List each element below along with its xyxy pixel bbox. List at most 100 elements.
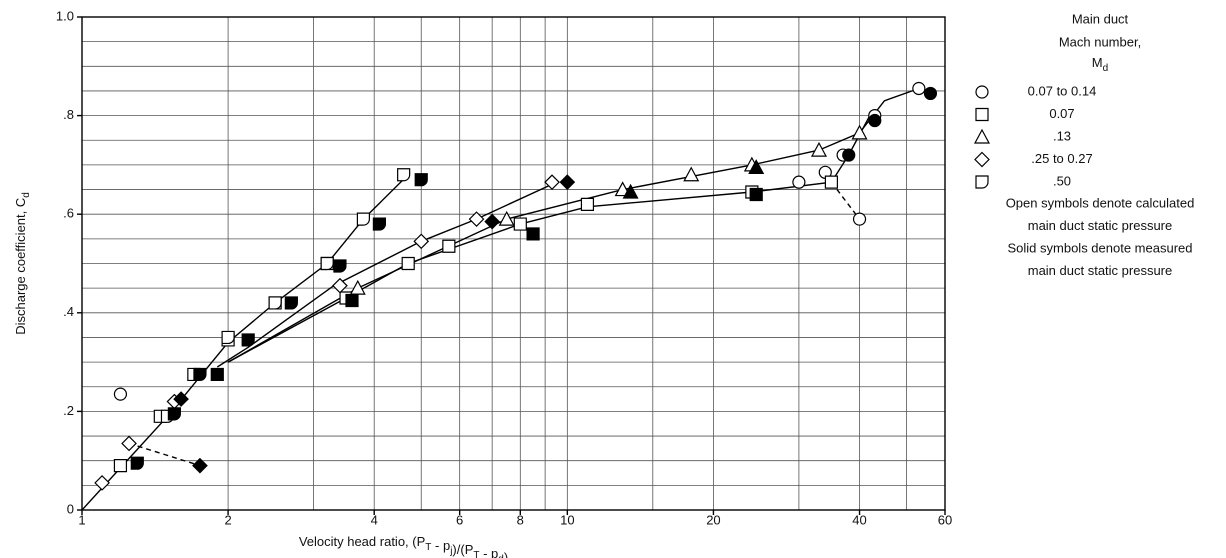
legend-title: Main duct bbox=[1072, 11, 1129, 26]
text-part: M bbox=[1092, 55, 1103, 70]
data-point bbox=[345, 293, 359, 308]
data-point bbox=[683, 166, 700, 182]
data-point bbox=[349, 279, 366, 295]
x-tick-label: 60 bbox=[938, 512, 952, 527]
text-part: Velocity head ratio, (P bbox=[299, 534, 425, 549]
subscript: T bbox=[473, 550, 479, 558]
subscript: d bbox=[498, 554, 504, 558]
data-point bbox=[748, 159, 765, 174]
legend-label: 0.07 bbox=[1049, 106, 1074, 121]
data-point bbox=[268, 296, 282, 310]
data-point bbox=[332, 277, 348, 294]
x-tick-label: 4 bbox=[371, 512, 378, 527]
data-point bbox=[580, 197, 595, 211]
legend-symbol bbox=[975, 107, 989, 122]
data-point bbox=[401, 256, 415, 271]
text-part: - p bbox=[431, 538, 450, 553]
legend-note: main duct static pressure bbox=[1028, 263, 1173, 278]
legend-label: .13 bbox=[1053, 128, 1071, 143]
text-part: )/(P bbox=[452, 542, 473, 557]
y-tick-label: .8 bbox=[63, 107, 74, 122]
data-point bbox=[749, 187, 763, 202]
data-point bbox=[167, 407, 181, 421]
data-point bbox=[284, 296, 298, 310]
data-point bbox=[842, 148, 856, 162]
y-tick-label: .4 bbox=[63, 304, 74, 319]
data-point bbox=[372, 217, 387, 231]
x-tick-label: 1 bbox=[78, 512, 85, 527]
data-point bbox=[320, 256, 334, 271]
legend-title: Md bbox=[1092, 55, 1108, 73]
data-point bbox=[498, 210, 515, 226]
data-point bbox=[468, 211, 485, 227]
y-tick-label: 1.0 bbox=[56, 8, 74, 23]
data-point bbox=[544, 174, 560, 191]
data-point bbox=[333, 259, 347, 273]
x-axis-label: Velocity head ratio, (PT - pj)/(PT - pd) bbox=[299, 534, 508, 558]
text-part: - p bbox=[479, 546, 498, 558]
fairing-curve bbox=[128, 442, 201, 467]
data-point bbox=[852, 212, 867, 226]
legend-symbol bbox=[973, 128, 991, 144]
fairing-curve bbox=[216, 181, 557, 368]
subscript: T bbox=[425, 542, 431, 553]
data-point bbox=[130, 456, 144, 470]
legend-symbol bbox=[975, 85, 989, 99]
data-point bbox=[413, 233, 430, 250]
text-part: Discharge coefficient, C bbox=[13, 198, 28, 335]
y-tick-label: .2 bbox=[63, 403, 74, 418]
plot-frame bbox=[81, 16, 946, 511]
text-part: ) bbox=[504, 550, 508, 558]
legend-symbol bbox=[974, 151, 990, 168]
data-point bbox=[442, 239, 456, 253]
data-point bbox=[868, 113, 882, 128]
legend-label: .50 bbox=[1053, 173, 1071, 188]
x-tick-label: 20 bbox=[706, 512, 720, 527]
x-tick-label: 6 bbox=[456, 512, 463, 527]
data-point bbox=[193, 367, 207, 382]
data-point bbox=[513, 217, 527, 231]
data-point bbox=[121, 435, 137, 452]
data-point bbox=[356, 212, 370, 226]
subscript: d bbox=[1103, 63, 1109, 74]
data-point bbox=[397, 168, 411, 182]
y-tick-label: .6 bbox=[63, 206, 74, 221]
y-axis-label: Discharge coefficient, Cd bbox=[13, 192, 31, 335]
data-point bbox=[923, 86, 938, 101]
x-tick-label: 8 bbox=[517, 512, 524, 527]
data-point bbox=[94, 475, 110, 491]
fairing-curve bbox=[830, 181, 861, 220]
legend-note: Solid symbols denote measured bbox=[1008, 240, 1193, 255]
y-tick-label: 0 bbox=[67, 501, 74, 516]
data-point bbox=[912, 81, 926, 96]
legend-label: 0.07 to 0.14 bbox=[1028, 83, 1097, 98]
data-point bbox=[851, 124, 868, 140]
data-point bbox=[559, 174, 576, 191]
data-point bbox=[192, 457, 208, 474]
data-point bbox=[792, 175, 806, 189]
x-tick-label: 10 bbox=[560, 512, 574, 527]
data-point bbox=[113, 459, 128, 473]
legend-note: Open symbols denote calculated bbox=[1006, 195, 1195, 210]
fairing-curve bbox=[227, 87, 931, 363]
data-point bbox=[622, 183, 639, 199]
data-point bbox=[810, 141, 827, 157]
data-point bbox=[221, 330, 235, 345]
data-point bbox=[241, 333, 255, 347]
legend-label: .25 to 0.27 bbox=[1031, 151, 1092, 166]
legend-note: main duct static pressure bbox=[1028, 218, 1173, 233]
legend-symbol bbox=[975, 175, 989, 189]
x-tick-label: 40 bbox=[852, 512, 866, 527]
data-point bbox=[173, 391, 189, 407]
data-point bbox=[824, 175, 838, 189]
subscript: j bbox=[449, 546, 452, 557]
data-point bbox=[526, 227, 540, 241]
data-point bbox=[210, 367, 224, 382]
data-point bbox=[113, 387, 128, 401]
subscript: d bbox=[21, 192, 32, 198]
data-point bbox=[414, 173, 428, 187]
legend-title: Mach number, bbox=[1059, 34, 1141, 49]
data-point bbox=[484, 213, 501, 230]
x-tick-label: 2 bbox=[224, 512, 231, 527]
